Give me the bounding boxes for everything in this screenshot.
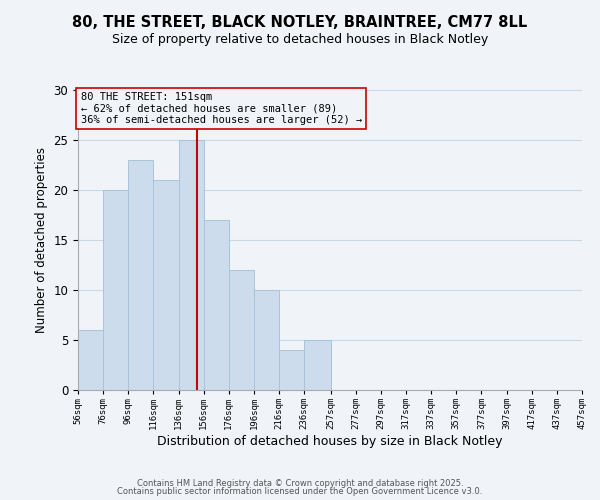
Bar: [254, 290, 279, 390]
Bar: [203, 220, 229, 390]
Bar: [304, 340, 331, 390]
Y-axis label: Number of detached properties: Number of detached properties: [35, 147, 48, 333]
Text: Size of property relative to detached houses in Black Notley: Size of property relative to detached ho…: [112, 32, 488, 46]
X-axis label: Distribution of detached houses by size in Black Notley: Distribution of detached houses by size …: [157, 434, 503, 448]
Bar: [179, 140, 203, 390]
Bar: [128, 160, 154, 390]
Bar: [279, 350, 304, 390]
Text: Contains public sector information licensed under the Open Government Licence v3: Contains public sector information licen…: [118, 487, 482, 496]
Bar: [78, 330, 103, 390]
Bar: [154, 180, 179, 390]
Text: 80, THE STREET, BLACK NOTLEY, BRAINTREE, CM77 8LL: 80, THE STREET, BLACK NOTLEY, BRAINTREE,…: [73, 15, 527, 30]
Bar: [582, 380, 600, 390]
Bar: [103, 190, 128, 390]
Bar: [229, 270, 254, 390]
Text: 80 THE STREET: 151sqm
← 62% of detached houses are smaller (89)
36% of semi-deta: 80 THE STREET: 151sqm ← 62% of detached …: [80, 92, 362, 125]
Text: Contains HM Land Registry data © Crown copyright and database right 2025.: Contains HM Land Registry data © Crown c…: [137, 478, 463, 488]
